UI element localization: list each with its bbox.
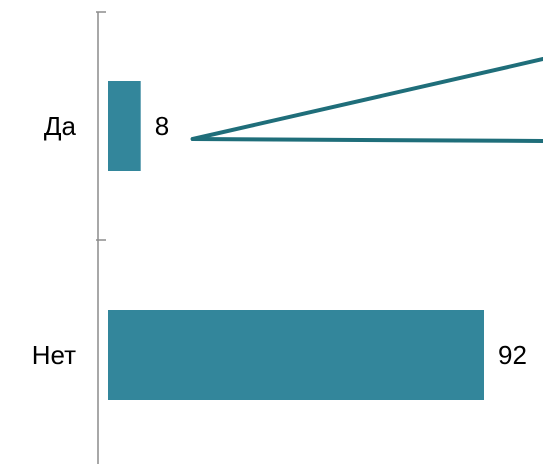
bars (108, 81, 484, 400)
category-label-0: Да (44, 111, 77, 141)
data-label-1: 92 (498, 340, 527, 370)
category-label-1: Нет (32, 340, 76, 370)
callout-line-upper (190, 57, 543, 141)
bar-1 (108, 310, 484, 400)
category-axis (96, 11, 106, 464)
data-label-0: 8 (155, 111, 169, 141)
callout-line-lower (190, 137, 543, 143)
bar-0 (108, 81, 141, 171)
labels: Да 8 Нет 92 (32, 111, 527, 370)
callout (190, 57, 543, 143)
